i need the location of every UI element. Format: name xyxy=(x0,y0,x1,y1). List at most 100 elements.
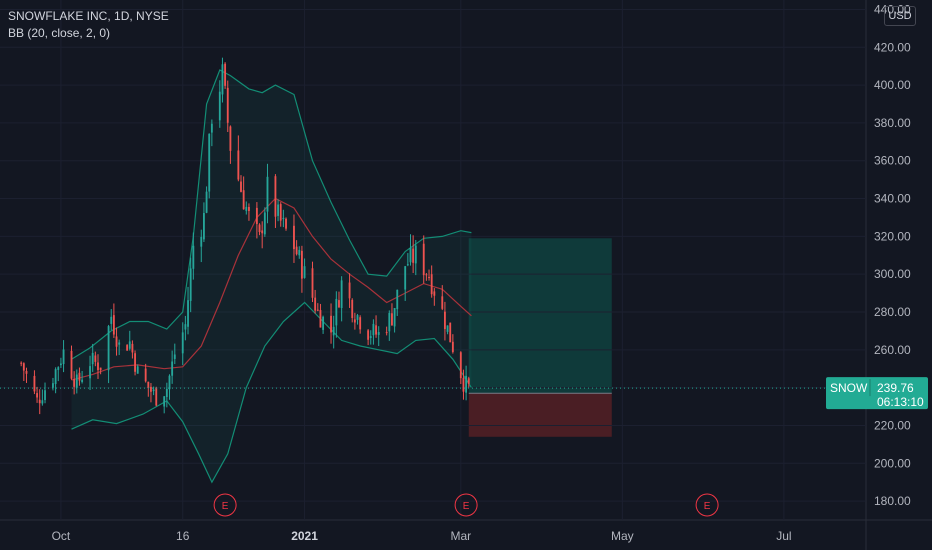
candle-body xyxy=(279,204,282,221)
candle xyxy=(258,223,261,236)
candle-body xyxy=(263,212,266,235)
candle-body xyxy=(184,324,187,330)
price-tick-label: 280.00 xyxy=(874,305,911,319)
candle xyxy=(385,326,388,336)
earnings-event-marker[interactable]: E xyxy=(454,493,478,517)
candle xyxy=(224,62,227,89)
candle xyxy=(81,370,84,384)
candle xyxy=(38,389,41,415)
price-tick-label: 180.00 xyxy=(874,494,911,508)
candle xyxy=(449,322,452,343)
bollinger-band-fill xyxy=(71,70,472,483)
currency-button[interactable]: USD xyxy=(884,6,916,26)
earnings-event-label: E xyxy=(704,501,711,512)
candle-body xyxy=(155,387,158,406)
candle xyxy=(62,340,65,373)
candle xyxy=(465,365,468,401)
candle-body xyxy=(205,191,208,213)
candle-body xyxy=(353,319,356,323)
time-tick-label: Oct xyxy=(52,529,71,543)
symbol-title[interactable]: SNOWFLAKE INC, 1D, NYSE xyxy=(8,9,169,23)
candle-body xyxy=(22,363,25,371)
position-zones[interactable] xyxy=(468,238,612,437)
candle xyxy=(165,382,168,408)
candle xyxy=(375,315,377,338)
candle xyxy=(171,350,174,384)
candle-body xyxy=(385,332,388,334)
candle xyxy=(404,265,407,301)
candle-body xyxy=(57,367,60,370)
earnings-event-marker[interactable]: E xyxy=(695,493,719,517)
candle xyxy=(99,367,102,375)
price-tick-label: 420.00 xyxy=(874,40,911,54)
candle xyxy=(388,310,391,341)
candle xyxy=(338,291,340,309)
candle-body xyxy=(224,63,227,86)
candle-body xyxy=(285,218,287,229)
candle xyxy=(303,258,306,279)
candle-body xyxy=(303,266,306,278)
candle xyxy=(298,246,301,259)
earnings-event-label: E xyxy=(222,501,229,512)
candle-body xyxy=(388,313,391,332)
candle-body xyxy=(150,386,152,392)
candle xyxy=(459,351,462,384)
candle xyxy=(330,303,332,344)
candle-body xyxy=(171,361,174,376)
candle xyxy=(107,324,110,384)
candle-body xyxy=(62,349,65,365)
candle-body xyxy=(54,369,57,385)
candle-body xyxy=(20,362,23,364)
candle-body xyxy=(73,379,76,387)
candle-body xyxy=(248,207,250,211)
candle xyxy=(425,272,428,281)
candle xyxy=(372,319,375,345)
price-axis[interactable]: 440.00 420.00 400.00 380.00 360.00 340.00 320.… xyxy=(874,2,911,508)
candle-body xyxy=(112,315,115,335)
candle-body xyxy=(89,366,91,379)
candle-body xyxy=(44,390,46,401)
candle-body xyxy=(75,374,78,388)
candle-body xyxy=(393,308,396,327)
price-tick-label: 220.00 xyxy=(874,418,911,432)
stop-zone[interactable] xyxy=(468,393,612,437)
candle-body xyxy=(94,355,97,362)
candle xyxy=(462,369,465,400)
candle xyxy=(89,355,91,390)
candle xyxy=(277,199,280,222)
candle xyxy=(433,288,436,306)
candle-body xyxy=(78,372,81,381)
candle xyxy=(168,374,171,400)
target-zone[interactable] xyxy=(468,238,612,394)
candle-body xyxy=(115,336,118,347)
candle xyxy=(300,245,303,293)
candle xyxy=(242,176,245,210)
candle xyxy=(406,253,409,267)
indicator-label[interactable]: BB (20, close, 2, 0) xyxy=(8,26,111,40)
candle xyxy=(279,202,282,227)
candle xyxy=(97,354,99,379)
candle xyxy=(226,80,229,133)
earnings-event-marker[interactable]: E xyxy=(213,493,237,517)
candle xyxy=(163,396,166,414)
time-axis[interactable]: Oct 16 2021 Mar May Jul xyxy=(52,529,792,543)
candle xyxy=(255,202,258,239)
candle-body xyxy=(218,91,221,121)
candle xyxy=(20,361,23,367)
candle-body xyxy=(348,282,351,299)
candle-body xyxy=(110,316,113,324)
candle xyxy=(441,285,444,311)
candle-body xyxy=(459,352,462,379)
candle xyxy=(229,125,232,164)
candle-body xyxy=(152,389,155,392)
candle-body xyxy=(449,322,452,343)
candle-body xyxy=(311,268,314,298)
candle xyxy=(414,239,417,276)
candle-body xyxy=(245,206,248,211)
candle xyxy=(192,232,195,280)
candle xyxy=(293,214,295,263)
candle-body xyxy=(36,393,39,398)
earnings-event-circle xyxy=(695,493,719,517)
